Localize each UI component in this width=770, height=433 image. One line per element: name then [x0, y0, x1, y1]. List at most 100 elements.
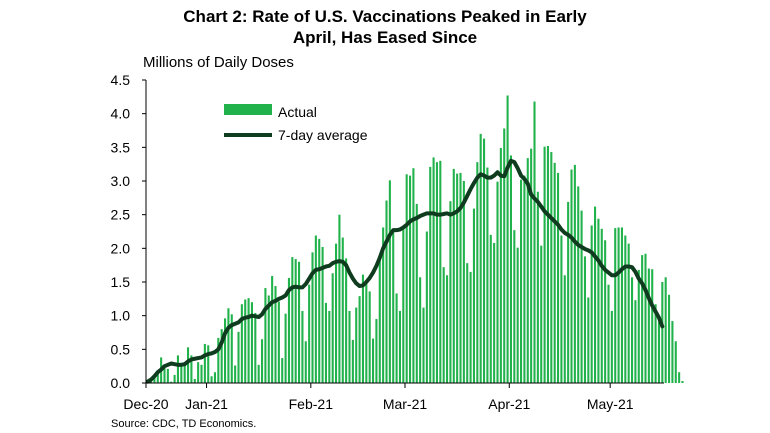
bar-actual — [314, 235, 317, 383]
bar-actual — [187, 347, 190, 383]
y-axis-label: Millions of Daily Doses — [143, 54, 294, 71]
bar-actual — [348, 310, 351, 383]
bar-actual — [355, 307, 358, 383]
bar-actual — [308, 284, 311, 383]
bar-actual — [678, 372, 681, 383]
bar-actual — [176, 355, 179, 383]
bar-actual — [163, 366, 166, 383]
line-7-day-average — [145, 158, 665, 384]
bar-actual — [590, 225, 593, 383]
bar-actual — [620, 227, 623, 383]
bar-actual — [560, 235, 563, 383]
bar-actual — [516, 247, 519, 383]
bar-actual — [446, 275, 449, 383]
bar-actual — [664, 277, 667, 383]
bar-actual — [536, 191, 539, 383]
bar-actual — [338, 214, 341, 383]
bar-actual — [543, 146, 546, 383]
bar-actual — [271, 275, 274, 383]
legend-swatch-actual — [224, 104, 272, 115]
bar-actual — [483, 138, 486, 383]
bar-actual — [247, 298, 250, 383]
bar-actual — [281, 358, 284, 383]
bar-actual — [250, 302, 253, 383]
bar-actual — [587, 297, 590, 383]
bar-actual — [207, 345, 210, 383]
bar-series — [146, 95, 684, 384]
bar-actual — [230, 314, 233, 383]
bar-actual — [550, 152, 553, 383]
legend-label-actual: Actual — [278, 104, 317, 120]
bar-actual — [614, 228, 617, 383]
bar-actual — [378, 259, 381, 383]
bar-actual — [365, 281, 368, 383]
bar-actual — [600, 228, 603, 383]
bar-actual — [456, 173, 459, 383]
bar-actual — [631, 277, 634, 383]
bar-actual — [351, 339, 354, 383]
bar-actual — [583, 256, 586, 383]
bar-actual — [594, 206, 597, 383]
bar-actual — [301, 310, 304, 383]
bar-actual — [318, 238, 321, 383]
bar-actual — [173, 374, 176, 383]
bar-actual — [668, 294, 671, 383]
x-tick-label: Apr-21 — [488, 396, 530, 412]
bar-actual — [671, 321, 674, 383]
bar-actual — [530, 148, 533, 383]
bar-actual — [472, 208, 475, 383]
chart-title: Chart 2: Rate of U.S. Vaccinations Peake… — [0, 6, 770, 48]
bar-actual — [227, 308, 230, 383]
bar-actual — [479, 133, 482, 383]
bar-actual — [287, 277, 290, 383]
bar-actual — [261, 339, 264, 383]
bar-actual — [546, 145, 549, 383]
bar-actual — [661, 282, 664, 383]
legend: Actual 7-day average — [224, 104, 368, 143]
bar-actual — [624, 235, 627, 383]
y-tick-label: 3.0 — [111, 173, 131, 189]
bar-actual — [153, 375, 156, 383]
bar-actual — [291, 257, 294, 383]
y-tick-label: 1.5 — [111, 274, 131, 290]
bar-actual — [321, 246, 324, 383]
bar-actual — [415, 203, 418, 383]
bar-actual — [617, 227, 620, 383]
bar-actual — [466, 263, 469, 383]
bar-actual — [328, 310, 331, 383]
bar-actual — [580, 210, 583, 383]
bar-actual — [634, 300, 637, 383]
y-tick-label: 2.5 — [111, 207, 131, 223]
bar-actual — [267, 295, 270, 383]
bar-actual — [197, 362, 200, 383]
bar-actual — [392, 230, 395, 383]
bar-actual — [402, 228, 405, 383]
bar-actual — [409, 175, 412, 383]
bar-actual — [180, 362, 183, 383]
bar-actual — [425, 231, 428, 383]
axes: 0.0 0.5 1.0 1.5 2.0 2.5 3.0 3.5 4.0 4.5 Dec-20 Jan-… — [111, 72, 664, 412]
bar-actual — [657, 321, 660, 383]
x-tick-label: Jan-21 — [185, 396, 228, 412]
bar-actual — [513, 230, 516, 383]
bar-actual — [203, 343, 206, 383]
bar-actual — [573, 164, 576, 383]
chart-title-line2: April, Has Eased Since — [292, 28, 478, 47]
bar-actual — [540, 245, 543, 383]
bar-actual — [557, 172, 560, 383]
x-tick-label: Mar-21 — [383, 396, 428, 412]
bar-actual — [422, 307, 425, 383]
bar-actual — [419, 277, 422, 383]
bar-actual — [220, 329, 223, 383]
bar-actual — [452, 168, 455, 383]
x-tick-label: Dec-20 — [123, 396, 168, 412]
bar-actual — [432, 157, 435, 383]
bar-actual — [324, 302, 327, 383]
bar-actual — [311, 252, 314, 383]
bar-actual — [486, 167, 489, 383]
y-tick-label: 3.5 — [111, 139, 131, 155]
bar-actual — [520, 179, 523, 383]
bar-actual — [435, 162, 438, 383]
y-tick-label: 0.0 — [111, 375, 131, 391]
bar-actual — [570, 169, 573, 383]
